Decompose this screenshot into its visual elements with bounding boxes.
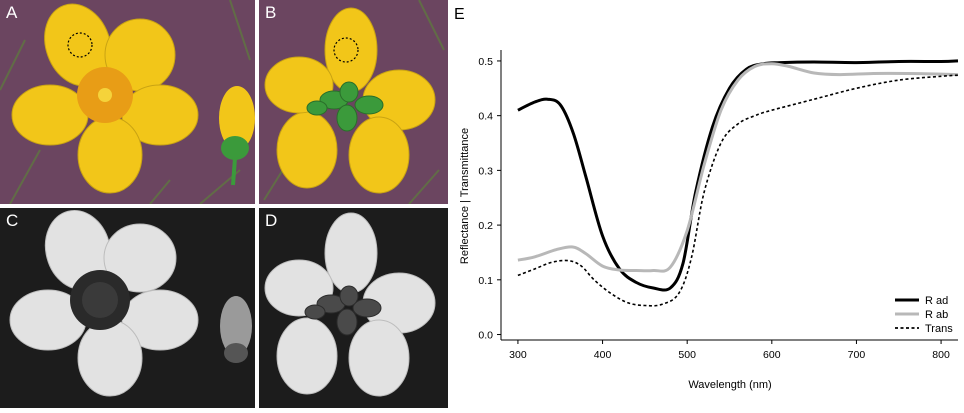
x-tick-label: 600 xyxy=(763,349,781,361)
photo-panel-a: A xyxy=(0,0,255,204)
flower-photo-b xyxy=(259,0,448,204)
flower-photo-a xyxy=(0,0,255,204)
y-tick-label: 0.3 xyxy=(478,165,493,177)
x-tick-label: 800 xyxy=(932,349,950,361)
chart-legend: R ad R ab Trans xyxy=(895,295,953,335)
legend-label: R ad xyxy=(925,295,948,307)
series-line-r-ab xyxy=(517,62,959,273)
y-axis-label: Reflectance | Transmittance xyxy=(459,128,471,264)
panel-label-d: D xyxy=(265,211,278,230)
series-line-trans xyxy=(517,74,959,307)
y-tick-label: 0.4 xyxy=(478,111,493,123)
y-tick-label: 0.2 xyxy=(478,220,493,232)
legend-label: R ab xyxy=(925,309,948,321)
x-tick-label: 500 xyxy=(678,349,696,361)
photo-panel-d: D xyxy=(259,208,448,408)
panel-label-c: C xyxy=(6,211,19,230)
panel-label-a: A xyxy=(6,3,18,22)
spectra-chart-panel: E 300 400 500 600 700 800 0.0 0.1 0.2 0.3 0.4 0.5 R… xyxy=(448,0,964,408)
series-line-r-ad xyxy=(517,59,959,292)
y-tick-label: 0.5 xyxy=(478,56,493,68)
photo-panel-b: B xyxy=(259,0,448,204)
chart-axes: 300 400 500 600 700 800 0.0 0.1 0.2 0.3 0.4 0.5 xyxy=(478,50,958,361)
spectra-chart: E 300 400 500 600 700 800 0.0 0.1 0.2 0.3 0.4 0.5 R… xyxy=(454,6,959,391)
panel-label-b: B xyxy=(265,3,277,22)
x-tick-label: 300 xyxy=(509,349,527,361)
y-tick-label: 0.1 xyxy=(478,275,493,287)
chart-series xyxy=(517,59,959,307)
photo-panel-c: C xyxy=(0,208,255,408)
flower-photo-c xyxy=(0,208,255,408)
y-tick-label: 0.0 xyxy=(478,330,493,342)
x-tick-label: 400 xyxy=(594,349,612,361)
flower-photo-d xyxy=(259,208,448,408)
panel-label-e: E xyxy=(454,6,465,23)
x-tick-label: 700 xyxy=(848,349,866,361)
x-axis-label: Wavelength (nm) xyxy=(688,379,771,391)
legend-label: Trans xyxy=(925,323,953,335)
